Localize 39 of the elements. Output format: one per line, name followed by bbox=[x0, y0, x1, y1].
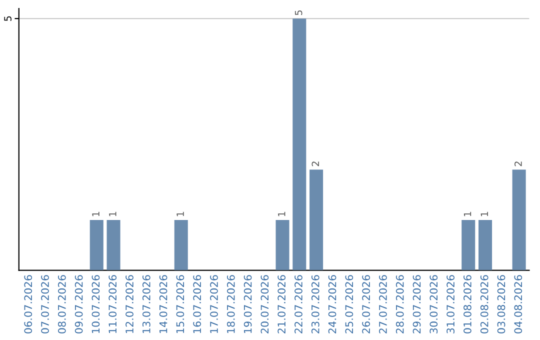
x-tick-label: 08.07.2026 bbox=[58, 275, 66, 334]
x-tick-label: 11.07.2026 bbox=[108, 275, 117, 333]
x-tick-label: 29.07.2026 bbox=[412, 275, 421, 334]
x-tick-label: 30.07.2026 bbox=[430, 275, 438, 334]
x-tick-label: 28.07.2026 bbox=[396, 275, 404, 334]
x-tick-label: 03.08.2026 bbox=[497, 275, 506, 334]
x-tick-label: 12.07.2026 bbox=[126, 275, 134, 333]
x-tick-label: 07.07.2026 bbox=[41, 275, 49, 334]
x-tick-label: 20.07.2026 bbox=[260, 275, 269, 334]
data-label: 5 bbox=[294, 10, 302, 16]
x-tick-label: 06.07.2026 bbox=[24, 275, 32, 334]
x-tick-label: 26.07.2026 bbox=[362, 275, 370, 334]
x-tick-label: 04.08.2026 bbox=[514, 275, 522, 334]
x-tick-label: 16.07.2026 bbox=[193, 275, 202, 333]
data-label: 2 bbox=[312, 162, 319, 166]
x-tick-label: 22.07.2026 bbox=[294, 275, 302, 334]
x-tick-label: 31.07.2026 bbox=[446, 275, 454, 334]
x-tick-label: 02.08.2026 bbox=[480, 275, 488, 334]
data-label: 1 bbox=[480, 212, 488, 216]
x-tick-label: 01.08.2026 bbox=[464, 275, 472, 334]
x-tick-label: 18.07.2026 bbox=[226, 275, 235, 333]
x-tick-label: 24.07.2026 bbox=[328, 275, 336, 334]
x-tick-label: 25.07.2026 bbox=[345, 275, 354, 334]
x-tick-label: 17.07.2026 bbox=[210, 275, 218, 333]
x-tick-label: 10.07.2026 bbox=[92, 275, 100, 333]
data-label: 1 bbox=[278, 212, 286, 216]
data-label: 1 bbox=[92, 212, 100, 216]
data-label: 2 bbox=[514, 162, 522, 166]
x-tick-label: 09.07.2026 bbox=[74, 275, 83, 334]
x-tick-label: 27.07.2026 bbox=[379, 275, 387, 334]
x-tick-label: 13.07.2026 bbox=[142, 275, 150, 333]
x-tick-label: 15.07.2026 bbox=[176, 275, 184, 333]
data-label: 1 bbox=[464, 212, 472, 216]
data-label: 1 bbox=[176, 212, 184, 216]
x-tick-label: 21.07.2026 bbox=[278, 275, 286, 334]
x-tick-label: 14.07.2026 bbox=[159, 275, 168, 333]
data-label: 1 bbox=[109, 212, 116, 216]
x-tick-label: 23.07.2026 bbox=[311, 275, 320, 334]
x-tick-label: 19.07.2026 bbox=[244, 275, 252, 333]
